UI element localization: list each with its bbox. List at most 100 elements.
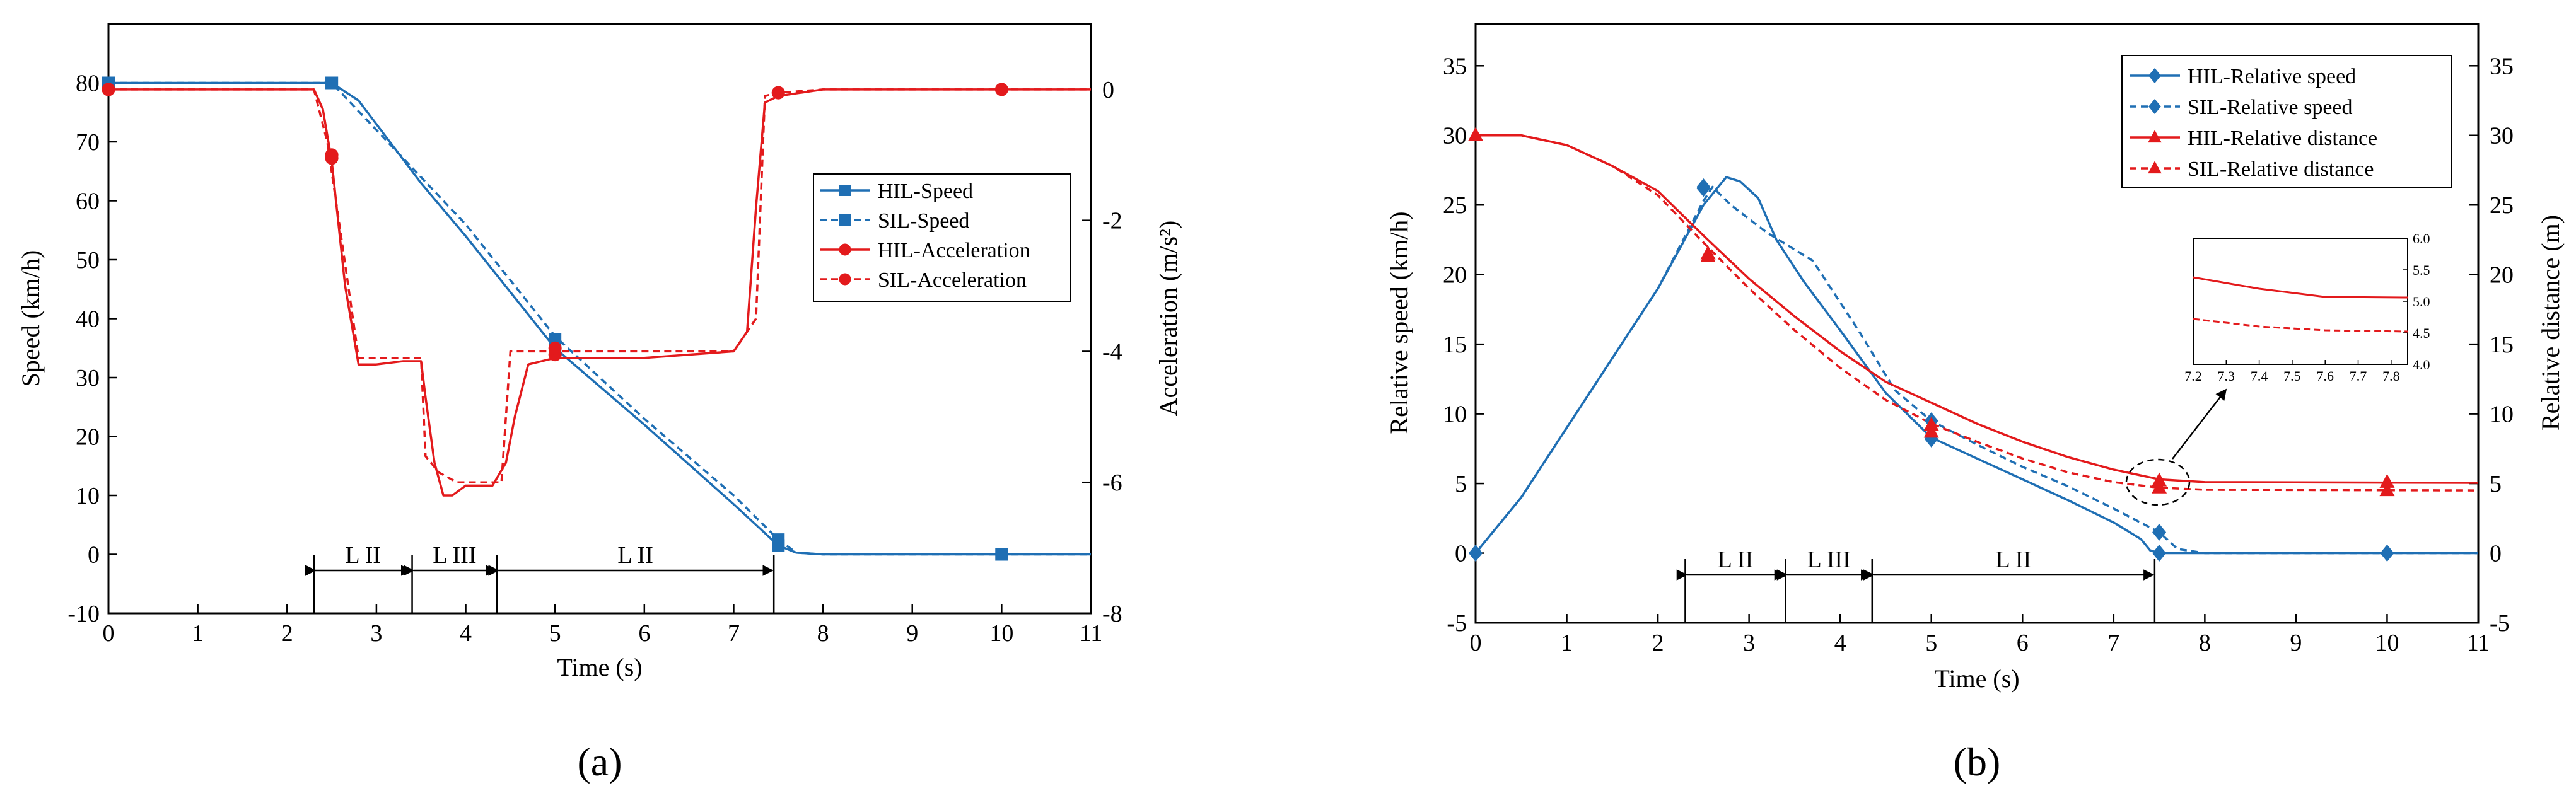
inset-x-tick-label: 7.8 (2382, 368, 2400, 384)
y-right-tick-label: 35 (2490, 53, 2514, 79)
legend-label-hil-speed: HIL-Speed (878, 180, 973, 203)
y-right-tick-label: -6 (1102, 470, 1122, 496)
marker-sil-relative-distance (1468, 127, 1483, 141)
marker-sil-acceleration (325, 148, 339, 162)
segment-label: L II (1718, 546, 1754, 573)
segment-label: L III (1807, 546, 1850, 573)
inset-x-tick-label: 7.7 (2350, 368, 2367, 384)
inset-frame (2193, 238, 2408, 365)
marker-hil-relative-speed (2152, 545, 2167, 562)
x-tick-label: 3 (370, 620, 382, 647)
inset-y-tick-label: 5.0 (2413, 294, 2430, 309)
y-right-tick-label: 10 (2490, 402, 2514, 428)
y-axis-left-label-b: Relative speed (km/h) (1385, 211, 1413, 434)
x-tick-label: 10 (989, 620, 1013, 647)
y-right-tick-label: 0 (2490, 541, 2502, 567)
x-tick-label: 1 (1561, 630, 1573, 656)
inset-x-tick-label: 7.6 (2316, 368, 2334, 384)
chart-b: 0 1 2 3 4 5 6 7 8 9 10 11-505101520253035-505101520… (1385, 23, 2565, 784)
series-line-hil-relative-speed (1474, 176, 2478, 555)
y-left-tick-label: 15 (1443, 332, 1467, 358)
y-left-tick-label: 0 (1455, 541, 1467, 567)
marker-sil-acceleration (994, 83, 1008, 96)
x-tick-label: 2 (281, 620, 293, 647)
series-line-sil-acceleration (108, 88, 1091, 483)
series-markers-b (1468, 127, 2395, 562)
marker-sil-acceleration (548, 341, 562, 355)
marker-sil-speed (772, 533, 785, 546)
y-left-tick-label: 20 (76, 424, 100, 451)
series-markers-a (102, 76, 1008, 561)
segment-annotations-b: L II L III L II (1676, 546, 2156, 623)
legend-label-hil-relative-speed: HIL-Relative speed (2188, 65, 2356, 88)
x-tick-label: 11 (1080, 620, 1103, 647)
y-left-tick-label: 40 (76, 306, 100, 333)
y-right-tick-label: 0 (1102, 77, 1114, 103)
marker-sil-relative-speed (2380, 545, 2394, 562)
y-right-tick-label: 30 (2490, 123, 2514, 149)
x-tick-label: 9 (906, 620, 918, 647)
legend-label-sil-relative-speed: SIL-Relative speed (2188, 96, 2353, 119)
y-axis-right-label-a: Acceleration (m/s²) (1154, 221, 1182, 417)
legend-label-hil-acceleration: HIL-Acceleration (878, 239, 1030, 262)
inset-y-tick-label: 4.5 (2413, 325, 2430, 341)
inset-x-tick-label: 7.3 (2218, 368, 2235, 384)
series-lines-b (1474, 134, 2479, 555)
legend-marker-sil-speed (839, 214, 851, 226)
x-tick-label: 4 (1834, 630, 1846, 656)
x-tick-label: 4 (460, 620, 472, 647)
inset-line-0 (2193, 276, 2408, 299)
caption-b: (b) (1954, 739, 2001, 784)
y-left-tick-label: 30 (76, 365, 100, 391)
series-line-hil-speed (108, 81, 1091, 556)
series-line-sil-speed (108, 81, 1091, 556)
y-right-tick-label: -5 (2490, 610, 2510, 637)
marker-sil-speed (995, 548, 1008, 561)
y-left-tick-label: 10 (76, 483, 100, 509)
segment-label: L II (617, 542, 653, 569)
legend-label-hil-relative-distance: HIL-Relative distance (2188, 127, 2377, 150)
series-line-hil-acceleration (108, 88, 1091, 497)
marker-sil-relative-distance (1700, 248, 1716, 262)
marker-sil-acceleration (771, 86, 785, 100)
axis-ticks-a: 0 1 2 3 4 5 6 7 8 9 10 11-1001020304050607080-8-6-4… (67, 71, 1122, 647)
inset-y-tick-label: 6.0 (2413, 231, 2430, 246)
segment-label: L II (345, 542, 381, 569)
plot-frame-a (107, 23, 1092, 615)
marker-sil-relative-speed (1696, 178, 1711, 195)
segment-annotations-a: L II L III L II (305, 542, 775, 613)
y-left-tick-label: 10 (1443, 402, 1467, 428)
caption-a: (a) (577, 739, 622, 784)
y-right-tick-label: 15 (2490, 332, 2514, 358)
x-tick-label: 6 (638, 620, 650, 647)
marker-sil-speed (325, 76, 339, 90)
x-tick-label: 1 (192, 620, 204, 647)
marker-hil-relative-distance (2379, 473, 2395, 488)
marker-sil-relative-distance (2379, 482, 2395, 497)
y-axis-right-label-b: Relative distance (m) (2536, 215, 2565, 431)
x-tick-label: 0 (1470, 630, 1482, 656)
x-tick-label: 2 (1652, 630, 1664, 656)
marker-sil-relative-speed (1469, 545, 1483, 562)
x-axis-label-a: Time (s) (557, 653, 642, 681)
marker-sil-relative-distance (1923, 424, 1939, 438)
legend-marker-hil-relative-speed (2148, 67, 2161, 84)
y-right-tick-label: 5 (2490, 471, 2502, 497)
x-tick-label: 0 (103, 620, 115, 647)
axis-ticks-b: 0 1 2 3 4 5 6 7 8 9 10 11-505101520253035-505101520… (1443, 53, 2514, 656)
zoom-arrow (2172, 388, 2227, 460)
series-line-sil-relative-speed (1474, 185, 2478, 555)
x-tick-label: 11 (2467, 630, 2490, 656)
y-axis-left-label-a: Speed (km/h) (16, 250, 45, 387)
y-left-tick-label: -10 (67, 601, 100, 627)
y-left-tick-label: 50 (76, 247, 100, 274)
plot-frame-b (1474, 23, 2480, 624)
x-tick-label: 10 (2375, 630, 2399, 656)
y-left-tick-label: 25 (1443, 192, 1467, 219)
x-tick-label: 8 (817, 620, 829, 647)
y-left-tick-label: 60 (76, 188, 100, 215)
legend-marker-hil-speed (839, 185, 851, 196)
y-right-tick-label: -2 (1102, 208, 1122, 234)
y-left-tick-label: 80 (76, 71, 100, 97)
